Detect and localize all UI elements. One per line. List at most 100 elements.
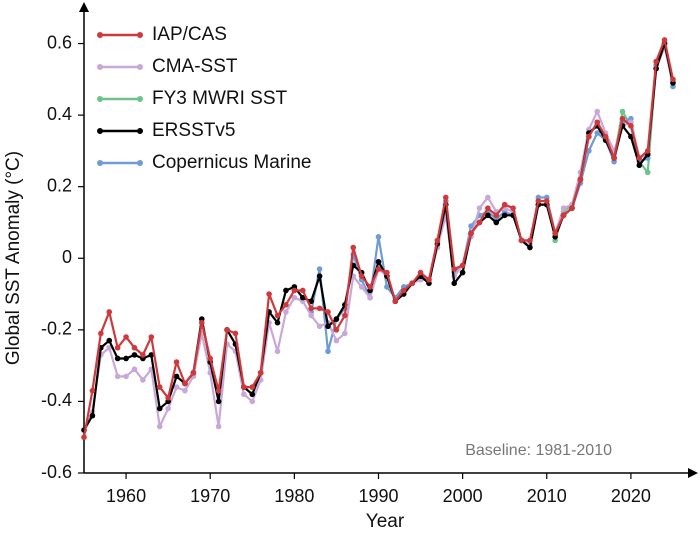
legend-label: ERSSTv5 bbox=[152, 120, 235, 141]
data-point bbox=[586, 148, 592, 154]
data-point bbox=[594, 130, 601, 136]
legend-label: FY3 MWRI SST bbox=[152, 88, 288, 109]
data-point bbox=[468, 223, 474, 229]
data-point bbox=[316, 273, 323, 279]
data-point bbox=[283, 301, 289, 308]
data-point bbox=[451, 266, 458, 272]
data-point bbox=[283, 287, 289, 294]
data-point bbox=[543, 198, 550, 204]
data-point bbox=[173, 359, 180, 365]
data-point bbox=[577, 176, 584, 183]
y-axis-arrow bbox=[79, 2, 89, 12]
data-point bbox=[131, 344, 138, 351]
data-point bbox=[501, 201, 508, 208]
x-tick-label: 2010 bbox=[527, 486, 567, 506]
data-point bbox=[560, 212, 567, 219]
data-point bbox=[89, 387, 96, 394]
data-point bbox=[333, 327, 340, 333]
data-point bbox=[224, 327, 230, 333]
legend-marker bbox=[137, 160, 143, 166]
y-tick-label: -0.2 bbox=[41, 319, 72, 339]
y-tick-label: -0.4 bbox=[41, 390, 72, 410]
data-point bbox=[426, 276, 432, 283]
legend-marker bbox=[97, 96, 103, 102]
data-point bbox=[257, 369, 264, 376]
data-point bbox=[156, 384, 163, 390]
data-point bbox=[602, 133, 609, 140]
y-tick-label: 0.2 bbox=[47, 175, 72, 195]
data-point bbox=[434, 237, 441, 244]
data-point bbox=[459, 262, 466, 269]
data-point bbox=[527, 244, 533, 251]
data-point bbox=[535, 198, 542, 204]
data-point bbox=[131, 366, 138, 373]
data-point bbox=[619, 108, 626, 115]
legend-marker bbox=[137, 64, 143, 70]
data-point bbox=[442, 194, 449, 201]
data-point bbox=[316, 266, 323, 272]
data-point bbox=[342, 330, 348, 337]
data-point bbox=[586, 133, 592, 140]
data-point bbox=[274, 348, 281, 355]
y-axis-label: Global SST Anomaly (°C) bbox=[3, 151, 24, 365]
data-point bbox=[384, 269, 390, 276]
data-point bbox=[653, 58, 659, 65]
data-point bbox=[611, 155, 617, 161]
data-point bbox=[114, 355, 121, 362]
data-point bbox=[569, 205, 575, 211]
legend-label: Copernicus Marine bbox=[152, 152, 311, 173]
data-point bbox=[156, 423, 163, 430]
data-point bbox=[476, 219, 483, 226]
data-point bbox=[123, 355, 129, 362]
x-tick-label: 1960 bbox=[106, 486, 146, 506]
data-point bbox=[241, 391, 247, 398]
data-point bbox=[628, 123, 634, 129]
data-point bbox=[173, 373, 180, 380]
data-point bbox=[291, 294, 298, 301]
x-axis-arrow bbox=[688, 468, 698, 478]
data-point bbox=[316, 305, 323, 312]
legend-marker bbox=[97, 128, 103, 134]
data-point bbox=[190, 369, 197, 376]
data-point bbox=[308, 298, 314, 305]
data-point bbox=[165, 395, 171, 401]
data-point bbox=[485, 205, 491, 211]
data-point bbox=[501, 212, 508, 219]
data-point bbox=[274, 312, 281, 319]
data-point bbox=[123, 334, 129, 340]
data-point bbox=[636, 162, 643, 169]
data-point bbox=[283, 309, 289, 315]
data-point bbox=[367, 294, 373, 301]
data-point bbox=[375, 266, 382, 272]
legend-marker bbox=[97, 160, 103, 166]
data-point bbox=[619, 115, 626, 122]
legend-marker bbox=[97, 64, 103, 70]
data-point bbox=[123, 373, 129, 380]
data-point bbox=[594, 108, 601, 115]
data-point bbox=[476, 205, 483, 211]
x-tick-label: 1980 bbox=[274, 486, 314, 506]
y-tick-label: -0.6 bbox=[41, 462, 72, 482]
data-point bbox=[333, 316, 340, 322]
data-point bbox=[140, 352, 146, 358]
data-point bbox=[140, 377, 146, 383]
data-point bbox=[400, 287, 407, 294]
data-point bbox=[451, 280, 458, 287]
data-point bbox=[493, 219, 500, 226]
data-point bbox=[644, 148, 651, 154]
y-tick-label: 0.4 bbox=[47, 104, 72, 124]
data-point bbox=[156, 405, 163, 412]
data-point bbox=[81, 434, 87, 441]
data-point bbox=[358, 284, 365, 290]
data-point bbox=[165, 405, 171, 412]
data-point bbox=[241, 384, 247, 390]
data-point bbox=[114, 344, 121, 351]
data-point bbox=[661, 37, 668, 43]
data-point bbox=[392, 298, 399, 305]
legend-label: IAP/CAS bbox=[152, 24, 227, 45]
data-point bbox=[215, 387, 222, 394]
data-point bbox=[131, 352, 138, 358]
x-axis-label: Year bbox=[366, 511, 405, 532]
data-point bbox=[485, 194, 491, 201]
data-point bbox=[459, 269, 466, 276]
